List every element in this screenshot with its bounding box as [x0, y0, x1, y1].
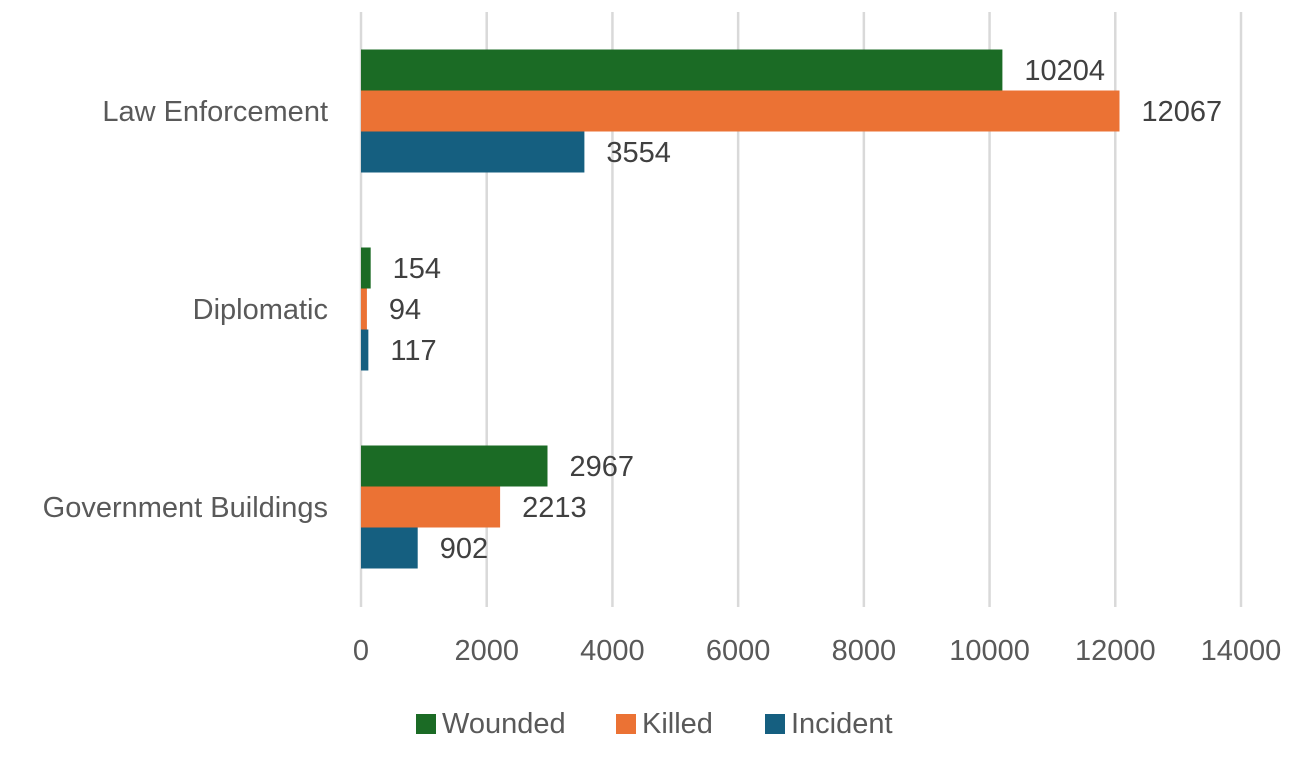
- data-label: 94: [389, 294, 421, 326]
- category-label: Government Buildings: [43, 492, 328, 524]
- bar-killed: [361, 90, 1120, 132]
- bar-wounded: [361, 247, 371, 289]
- legend-label: Wounded: [442, 708, 566, 740]
- category-axis: Law Enforcement Diplomatic Government Buil…: [43, 96, 328, 524]
- data-label: 2213: [522, 492, 587, 524]
- legend-swatch-wounded: [416, 714, 436, 734]
- tick-label: 6000: [706, 635, 771, 667]
- bar-incident: [361, 527, 418, 569]
- data-label: 117: [390, 335, 436, 367]
- tick-label: 4000: [580, 635, 645, 667]
- tick-label: 2000: [454, 635, 519, 667]
- bar-killed: [361, 486, 501, 528]
- tick-label: 10000: [949, 635, 1030, 667]
- legend-swatch-killed: [616, 714, 636, 734]
- bar-wounded: [361, 49, 1003, 91]
- tick-label: 8000: [832, 635, 897, 667]
- data-label: 10204: [1024, 55, 1105, 87]
- legend-label: Incident: [791, 708, 893, 740]
- bar-incident: [361, 329, 369, 371]
- bars: [361, 49, 1120, 569]
- data-label: 2967: [569, 451, 634, 483]
- value-axis: 0 2000 4000 6000 8000 10000 12000 14000: [353, 635, 1281, 667]
- data-label: 12067: [1141, 96, 1222, 128]
- tick-label: 12000: [1075, 635, 1156, 667]
- data-label: 154: [393, 253, 441, 285]
- legend-label: Killed: [642, 708, 713, 740]
- tick-label: 14000: [1201, 635, 1282, 667]
- bar-wounded: [361, 445, 548, 487]
- data-labels: 10204 154 2967 12067 94 2213 3554 117 902: [389, 55, 1222, 565]
- bar-killed: [361, 288, 367, 330]
- legend: Wounded Killed Incident: [416, 708, 893, 740]
- data-label: 3554: [606, 137, 671, 169]
- legend-swatch-incident: [765, 714, 785, 734]
- category-label: Law Enforcement: [102, 96, 328, 128]
- tick-label: 0: [353, 635, 369, 667]
- bar-incident: [361, 131, 585, 173]
- data-label: 902: [440, 533, 488, 565]
- category-label: Diplomatic: [193, 294, 328, 326]
